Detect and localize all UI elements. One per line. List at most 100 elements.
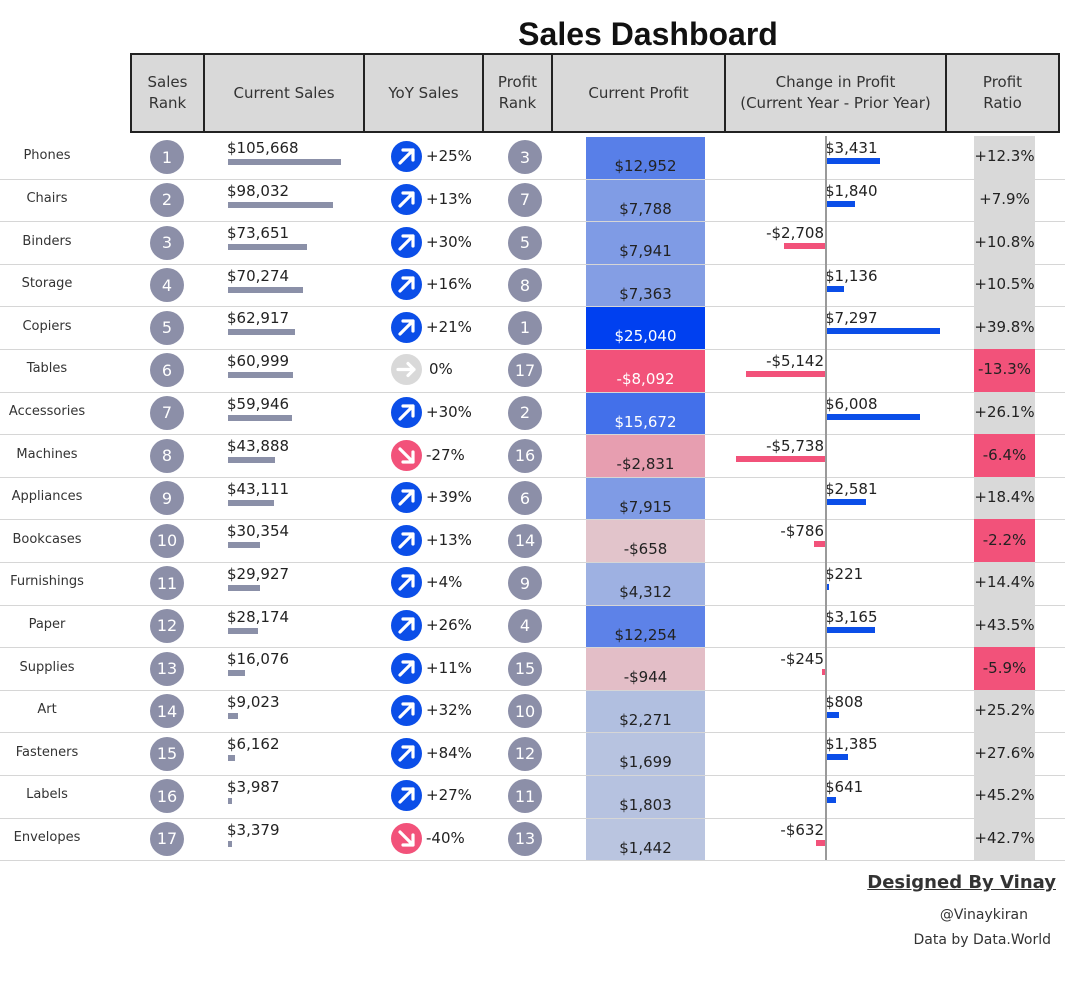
current-sales-bar xyxy=(228,499,275,506)
sales-rank-badge: 12 xyxy=(150,608,184,643)
designed-by-link[interactable]: Designed By Vinay xyxy=(867,872,1056,893)
current-profit-cell xyxy=(586,818,705,861)
profit-ratio-cell xyxy=(974,306,1035,349)
arrow-up-right-icon xyxy=(391,396,422,428)
current-sales-bar xyxy=(228,542,261,549)
arrow-up-right-icon xyxy=(391,695,422,727)
table-row[interactable] xyxy=(0,818,1065,862)
table-row[interactable] xyxy=(0,264,1065,308)
current-profit-value: $12,952 xyxy=(614,157,677,175)
table-row[interactable] xyxy=(0,732,1065,776)
change-in-profit-value: -$245 xyxy=(780,650,824,669)
yoy-sales-value: +32% xyxy=(426,701,472,720)
profit-rank-badge: 3 xyxy=(508,140,542,175)
table-row[interactable] xyxy=(0,179,1065,223)
profit-rank-badge: 14 xyxy=(508,523,542,558)
change-in-profit-value: $221 xyxy=(825,565,864,583)
current-sales-value: $62,917 xyxy=(227,309,290,328)
profit-rank-badge: 5 xyxy=(508,225,542,260)
profit-ratio-value: +45.2% xyxy=(974,786,1035,805)
category-label: Binders xyxy=(22,233,72,249)
current-profit-value: -$2,831 xyxy=(616,455,675,474)
change-axis-line xyxy=(825,136,827,860)
table-row[interactable] xyxy=(0,136,1065,180)
category-label: Accessories xyxy=(8,403,86,419)
current-sales-value: $43,888 xyxy=(227,437,290,456)
header-change-in-profit[interactable]: Change in Profit (Current Year - Prior Y… xyxy=(724,53,947,133)
yoy-sales-value: +4% xyxy=(426,573,463,592)
profit-ratio-cell xyxy=(974,263,1035,307)
change-in-profit-value: $7,297 xyxy=(825,309,878,328)
table-row[interactable] xyxy=(0,434,1065,478)
arrow-up-right-icon xyxy=(391,780,422,812)
change-in-profit-bar xyxy=(783,243,826,250)
table-row[interactable] xyxy=(0,519,1065,563)
current-sales-value: $73,651 xyxy=(227,224,290,243)
sales-rank-badge: 9 xyxy=(150,481,184,516)
header-label: Current Sales xyxy=(233,83,335,102)
current-profit-cell xyxy=(586,733,705,775)
change-in-profit-bar xyxy=(826,498,867,505)
profit-ratio-cell xyxy=(974,136,1035,179)
table-row[interactable] xyxy=(0,306,1065,350)
sales-rank-badge: 4 xyxy=(150,268,184,303)
current-sales-bar xyxy=(228,244,307,251)
profit-ratio-cell xyxy=(974,562,1035,605)
current-sales-value: $59,946 xyxy=(227,394,290,413)
current-sales-bar xyxy=(228,414,293,421)
current-sales-bar xyxy=(228,840,232,847)
current-sales-value: $6,162 xyxy=(227,735,280,754)
yoy-sales-value: +30% xyxy=(426,402,472,421)
change-in-profit-bar xyxy=(813,541,826,548)
table-row[interactable] xyxy=(0,477,1065,521)
header-current-sales[interactable]: Current Sales xyxy=(203,53,365,133)
sales-rank-badge: 1 xyxy=(150,140,184,175)
arrow-up-right-icon xyxy=(391,524,422,556)
sales-rank-badge: 3 xyxy=(150,225,184,260)
profit-ratio-value: +25.2% xyxy=(974,701,1035,720)
current-profit-cell xyxy=(586,477,705,520)
category-label: Tables xyxy=(26,361,68,377)
table-row[interactable] xyxy=(0,647,1065,691)
header-profit-rank[interactable]: Profit Rank xyxy=(482,53,553,133)
profit-ratio-value: +43.5% xyxy=(974,615,1035,634)
table-row[interactable] xyxy=(0,221,1065,265)
header-label: Change in Profit (Current Year - Prior Y… xyxy=(740,73,931,112)
table-row[interactable] xyxy=(0,349,1065,393)
header-yoy-sales[interactable]: YoY Sales xyxy=(363,53,484,133)
current-profit-value: $2,271 xyxy=(619,710,672,729)
header-sales-rank[interactable]: Sales Rank xyxy=(130,53,205,133)
current-profit-cell xyxy=(586,435,705,477)
header-profit-ratio[interactable]: Profit Ratio xyxy=(945,53,1060,133)
profit-rank-badge: 4 xyxy=(508,608,542,643)
table-row[interactable] xyxy=(0,775,1065,819)
table-row[interactable] xyxy=(0,605,1065,649)
current-profit-cell xyxy=(586,648,705,690)
current-profit-value: $4,312 xyxy=(619,583,672,601)
header-current-profit[interactable]: Current Profit xyxy=(551,53,726,133)
category-label: Appliances xyxy=(11,489,83,505)
profit-ratio-value: +7.9% xyxy=(979,189,1030,208)
category-label: Labels xyxy=(26,787,68,803)
profit-ratio-cell xyxy=(974,604,1035,648)
change-in-profit-bar xyxy=(826,328,940,335)
table-row[interactable] xyxy=(0,562,1065,606)
category-label: Paper xyxy=(28,616,66,632)
profit-rank-badge: 10 xyxy=(508,694,542,729)
current-profit-cell xyxy=(586,776,705,818)
current-profit-value: $1,699 xyxy=(619,753,672,772)
current-sales-bar xyxy=(228,712,238,719)
header-label: YoY Sales xyxy=(388,83,459,102)
table-row[interactable] xyxy=(0,690,1065,734)
yoy-sales-value: -27% xyxy=(426,445,465,464)
change-in-profit-bar xyxy=(736,456,826,463)
table-row[interactable] xyxy=(0,392,1065,436)
profit-rank-badge: 2 xyxy=(508,395,542,430)
current-sales-bar xyxy=(228,329,296,336)
change-in-profit-bar xyxy=(826,797,836,803)
sales-rank-badge: 6 xyxy=(150,353,184,388)
arrow-up-right-icon xyxy=(391,141,422,173)
profit-ratio-value: +10.5% xyxy=(974,275,1035,294)
change-in-profit-value: $2,581 xyxy=(825,479,878,498)
arrow-up-right-icon xyxy=(391,737,422,769)
